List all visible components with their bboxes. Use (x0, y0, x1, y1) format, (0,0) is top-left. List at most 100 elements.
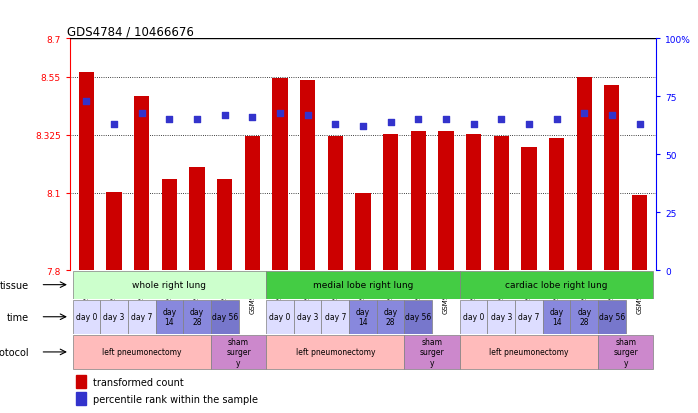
Bar (106, 192, 121, 271)
Text: sham
surger
y: sham surger y (226, 337, 251, 367)
Bar (75, 375, 87, 388)
Point (385, 119, 396, 126)
Text: day 0: day 0 (269, 313, 290, 321)
Bar (73, 335, 211, 369)
Bar (272, 79, 288, 271)
Bar (493, 137, 509, 271)
Bar (349, 300, 377, 334)
Bar (604, 85, 620, 271)
Bar (266, 300, 294, 334)
Bar (217, 179, 232, 271)
Point (191, 117, 202, 123)
Bar (515, 300, 543, 334)
Text: day
28: day 28 (190, 307, 204, 327)
Point (551, 117, 562, 123)
Text: day 56: day 56 (405, 313, 431, 321)
Point (634, 121, 645, 128)
Bar (549, 138, 564, 271)
Point (81, 98, 92, 105)
Text: day
28: day 28 (577, 307, 591, 327)
Text: day
14: day 14 (549, 307, 563, 327)
Bar (410, 132, 426, 271)
Bar (598, 300, 625, 334)
Text: transformed count: transformed count (94, 377, 184, 387)
Text: day 7: day 7 (325, 313, 346, 321)
Bar (183, 300, 211, 334)
Bar (355, 193, 371, 271)
Bar (211, 300, 239, 334)
Text: GDS4784 / 10466676: GDS4784 / 10466676 (67, 25, 194, 38)
Bar (570, 300, 598, 334)
Bar (211, 335, 266, 369)
Bar (577, 78, 592, 271)
Text: time: time (7, 312, 29, 322)
Text: left pneumonectomy: left pneumonectomy (102, 348, 181, 356)
Bar (438, 132, 454, 271)
Point (302, 112, 313, 119)
Text: percentile rank within the sample: percentile rank within the sample (94, 394, 258, 404)
Bar (162, 179, 177, 271)
Text: day
28: day 28 (384, 307, 398, 327)
Bar (73, 300, 101, 334)
Text: day 7: day 7 (518, 313, 540, 321)
Text: day 56: day 56 (599, 313, 625, 321)
Text: sham
surger
y: sham surger y (419, 337, 445, 367)
Bar (404, 335, 460, 369)
Point (247, 114, 258, 121)
Text: day
14: day 14 (163, 307, 177, 327)
Text: day 3: day 3 (297, 313, 318, 321)
Bar (189, 168, 205, 271)
Text: tissue: tissue (0, 280, 29, 290)
Bar (156, 300, 183, 334)
Bar (404, 300, 432, 334)
Text: left pneumonectomy: left pneumonectomy (295, 348, 375, 356)
Text: day 3: day 3 (103, 313, 125, 321)
Bar (101, 300, 128, 334)
Bar (460, 335, 598, 369)
Bar (460, 300, 487, 334)
Bar (377, 300, 404, 334)
Bar (322, 300, 349, 334)
Bar (466, 134, 481, 271)
Text: day 0: day 0 (463, 313, 484, 321)
Bar (300, 81, 315, 271)
Text: day
14: day 14 (356, 307, 370, 327)
Point (440, 117, 452, 123)
Bar (383, 134, 399, 271)
Bar (327, 137, 343, 271)
Point (357, 124, 369, 131)
Bar (79, 73, 94, 271)
Point (108, 121, 119, 128)
Bar (134, 97, 149, 271)
Bar (598, 335, 653, 369)
Bar (632, 196, 647, 271)
Bar (543, 300, 570, 334)
Point (496, 117, 507, 123)
Point (579, 110, 590, 116)
Text: left pneumonectomy: left pneumonectomy (489, 348, 569, 356)
Text: cardiac lobe right lung: cardiac lobe right lung (505, 280, 608, 290)
Text: sham
surger
y: sham surger y (614, 337, 638, 367)
Bar (75, 392, 87, 405)
Text: protocol: protocol (0, 347, 29, 357)
Text: day 56: day 56 (211, 313, 238, 321)
Point (164, 117, 175, 123)
Bar (294, 300, 322, 334)
Text: day 3: day 3 (491, 313, 512, 321)
Point (468, 121, 479, 128)
Point (329, 121, 341, 128)
Text: day 0: day 0 (75, 313, 97, 321)
Bar (245, 137, 260, 271)
Bar (266, 335, 404, 369)
Point (524, 121, 535, 128)
Point (274, 110, 285, 116)
Bar (128, 300, 156, 334)
Text: day 7: day 7 (131, 313, 152, 321)
Bar (487, 300, 515, 334)
Point (413, 117, 424, 123)
Text: whole right lung: whole right lung (133, 280, 207, 290)
Point (136, 110, 147, 116)
Point (219, 112, 230, 119)
Bar (73, 271, 266, 299)
Bar (266, 271, 460, 299)
